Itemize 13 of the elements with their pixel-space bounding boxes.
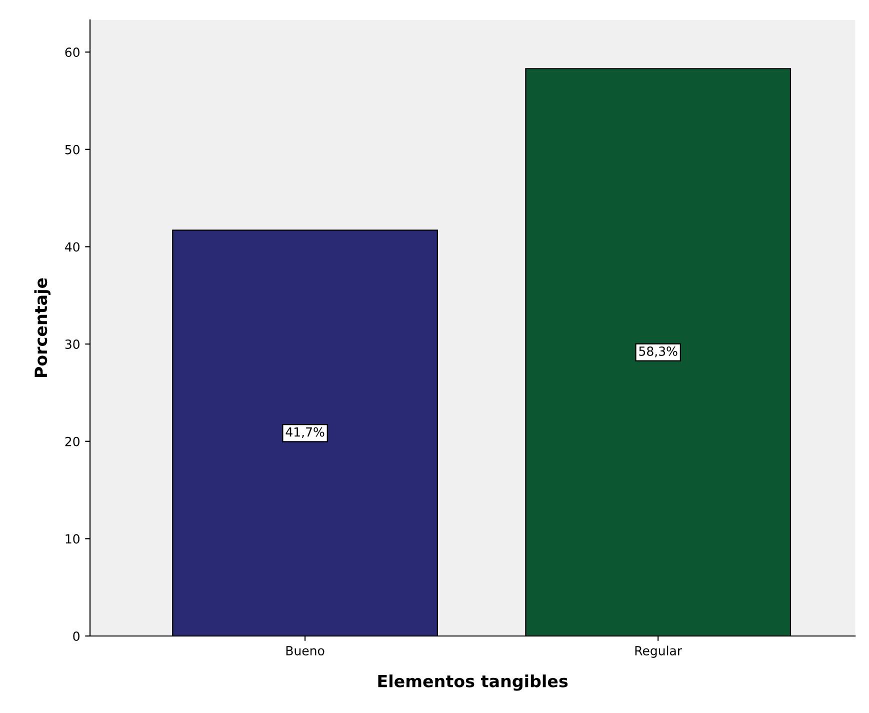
y-tick-label: 10 <box>66 534 80 544</box>
y-tick-label: 20 <box>65 436 80 446</box>
data-label: 41,7% <box>286 427 324 438</box>
y-tick-label: 60 <box>65 48 80 58</box>
x-tick-label: Regular <box>635 646 682 658</box>
y-axis-title: Porcentaje <box>34 278 51 378</box>
y-tick-label: 30 <box>65 340 80 349</box>
y-tick-label: 0 <box>73 631 80 641</box>
y-tick-label: 40 <box>65 242 80 252</box>
x-tick-label: Bueno <box>286 646 324 656</box>
x-axis-title: Elementos tangibles <box>378 674 568 691</box>
data-label: 58,3% <box>639 346 678 358</box>
y-tick-label: 50 <box>65 144 80 154</box>
